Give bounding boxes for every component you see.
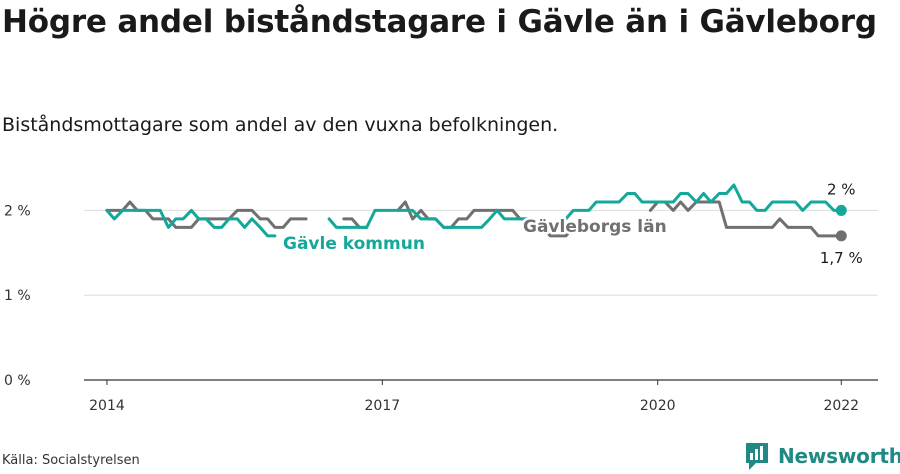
x-tick-label: 2020 [640, 398, 676, 414]
y-tick-label: 2 % [4, 203, 31, 219]
series-label-gavleborgs-lan: Gävleborgs län [523, 217, 667, 237]
brand-name: Newsworthy [778, 444, 900, 468]
x-tick-label: 2017 [365, 398, 401, 414]
chart-title: Högre andel biståndstagare i Gävle än i … [2, 4, 877, 40]
series-label-gavle-kommun: Gävle kommun [283, 234, 425, 254]
series-line-gavle-kommun [105, 183, 843, 238]
brand-logo[interactable]: Newsworthy [744, 440, 900, 472]
series-label-gavle-kommun-halo: Gävle kommun [283, 234, 425, 254]
end-point-gavleborgs-lan [835, 230, 847, 242]
y-tick-label: 0 % [4, 373, 31, 389]
series-label-gavleborgs-lan-halo: Gävleborgs län [523, 217, 667, 237]
end-label-gavleborgs-lan: 1,7 % [820, 249, 863, 267]
chart-subtitle: Biståndsmottagare som andel av den vuxna… [2, 114, 559, 136]
end-label-gavle-kommun: 2 % [827, 180, 856, 198]
newsworthy-bar-logo-icon [746, 443, 768, 470]
end-point-gavle-kommun [835, 204, 847, 216]
x-tick-label: 2022 [823, 398, 859, 414]
source-note: Källa: Socialstyrelsen [2, 453, 140, 468]
y-tick-label: 1 % [4, 288, 31, 304]
series-line-gavleborgs-lan [105, 200, 843, 238]
x-tick-label: 2014 [89, 398, 125, 414]
